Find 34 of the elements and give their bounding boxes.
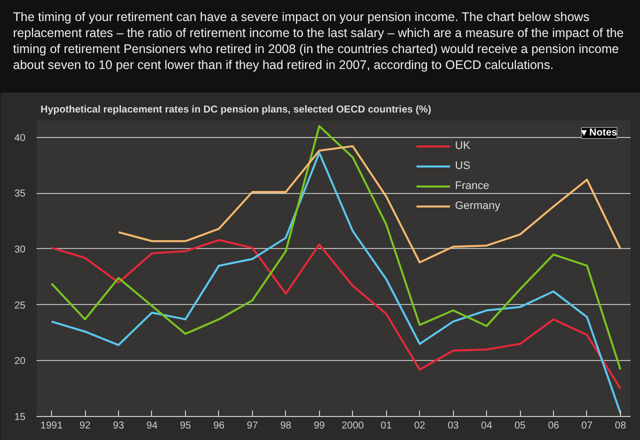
y-tick-label: 40 <box>14 132 26 144</box>
y-tick-label: 25 <box>14 300 26 312</box>
y-tick-label: 35 <box>14 188 26 200</box>
x-tick-label: 93 <box>112 420 124 432</box>
legend-label: US <box>455 160 472 172</box>
x-tick-label: 07 <box>581 420 593 432</box>
legend-label: UK <box>455 140 472 152</box>
x-tick-label: 99 <box>314 420 326 432</box>
legend-label: Germany <box>455 200 500 212</box>
x-tick-label: 97 <box>246 420 258 432</box>
x-tick-label: 94 <box>146 420 158 432</box>
x-tick-label: 1991 <box>40 420 64 432</box>
chart-title: Hypothetical replacement rates in DC pension plans, selected OECD countries (%) <box>40 104 432 116</box>
x-tick-label: 02 <box>414 420 426 432</box>
legend-label: France <box>455 180 490 192</box>
x-tick-label: 06 <box>548 420 560 432</box>
line-series <box>50 125 622 371</box>
y-tick-label: 30 <box>14 244 26 256</box>
x-tick-label: 98 <box>280 420 292 432</box>
x-tick-label: 92 <box>79 420 92 432</box>
text: The timing of your retirement can have a severe impact on your pension income. The chart below shows replacement rates – the ratio of retirement income to the last salary – which are a measure of the impact of the timing of retirement Pensioners who retired in 2008 (in the countries charted) would receive a pension income about seven to 10 per cent lower than if they had retired in 2007, according to OECD calculations. <box>13 9 625 73</box>
y-tick-label: 20 <box>14 356 26 368</box>
x-tick-label: 01 <box>380 420 392 432</box>
line-series <box>50 239 622 390</box>
x-tick-label: 08 <box>614 420 626 432</box>
x-tick-label: 95 <box>180 420 192 432</box>
x-tick-label: 96 <box>213 420 225 432</box>
x-tick-label: 03 <box>448 420 460 432</box>
x-tick-label: 04 <box>481 420 493 432</box>
line-series <box>50 152 622 414</box>
y-tick-label: 15 <box>14 412 26 423</box>
x-tick-label: 05 <box>514 420 526 432</box>
x-tick-label: 2000 <box>342 420 364 432</box>
annotation: ▾ Notes <box>580 128 618 138</box>
